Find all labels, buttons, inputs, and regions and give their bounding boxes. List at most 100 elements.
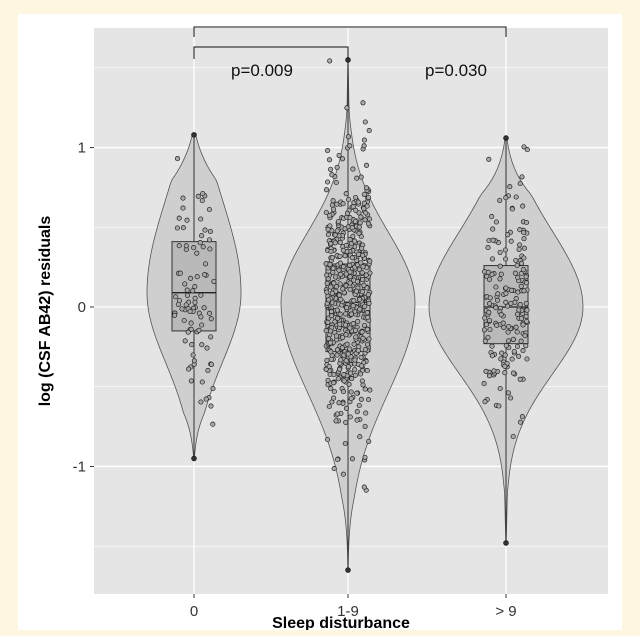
data-point: [515, 274, 521, 281]
data-point: [505, 329, 511, 335]
comparison-bracket: [193, 46, 349, 59]
data-point: [194, 274, 200, 280]
data-point: [523, 300, 529, 306]
data-point: [347, 269, 353, 275]
data-point: [359, 270, 365, 276]
data-point: [191, 358, 197, 364]
data-point: [344, 341, 350, 347]
data-point: [328, 349, 334, 355]
data-point: [503, 290, 509, 296]
data-point: [347, 325, 353, 331]
data-point: [509, 287, 515, 293]
data-point: [360, 100, 366, 106]
data-point: [361, 484, 367, 490]
data-point: [364, 310, 370, 316]
data-point: [199, 342, 205, 348]
data-point: [357, 306, 363, 312]
data-point: [503, 299, 509, 305]
data-point: [354, 390, 360, 396]
data-point: [361, 191, 367, 197]
data-point: [502, 247, 508, 253]
data-point: [523, 313, 529, 319]
data-point: [325, 336, 332, 342]
data-point: [490, 237, 496, 243]
data-point: [366, 194, 372, 200]
data-point: [508, 395, 514, 401]
data-point: [521, 255, 527, 261]
data-point: [362, 303, 368, 309]
data-point: [367, 270, 373, 276]
data-point: [347, 280, 353, 286]
data-point: [340, 389, 347, 395]
data-point: [503, 285, 509, 291]
data-point: [364, 341, 371, 348]
data-point: [358, 214, 364, 220]
data-point: [323, 209, 329, 216]
data-point: [357, 296, 363, 303]
data-point: [335, 315, 341, 321]
data-point: [502, 363, 508, 369]
data-point: [362, 423, 368, 429]
data-point: [173, 294, 179, 300]
data-point: [486, 309, 492, 315]
data-point: [522, 333, 528, 339]
data-point: [176, 297, 183, 304]
data-point: [356, 402, 362, 409]
data-point: [334, 411, 340, 417]
data-point: [323, 328, 329, 334]
data-point: [188, 326, 194, 332]
data-point: [485, 334, 491, 341]
data-point: [333, 418, 339, 424]
data-point: [366, 438, 372, 444]
data-point: [518, 315, 525, 321]
data-point: [503, 343, 509, 349]
data-point: [330, 198, 336, 204]
data-point: [486, 276, 493, 282]
data-point: [338, 357, 344, 363]
data-point: [339, 345, 345, 351]
data-point: [366, 336, 372, 342]
data-point: [358, 371, 364, 377]
data-point: [350, 233, 356, 239]
data-point: [335, 218, 341, 225]
data-point: [352, 372, 358, 378]
data-point: [326, 403, 332, 410]
data-point: [331, 395, 337, 401]
data-point: [516, 246, 522, 252]
data-point: [360, 276, 366, 283]
data-point: [486, 301, 493, 307]
data-point: [498, 271, 504, 277]
data-point: [184, 292, 191, 298]
data-point: [348, 311, 354, 317]
data-point: [328, 386, 334, 392]
data-point: [514, 311, 521, 317]
data-point: [497, 249, 503, 255]
data-point: [487, 326, 493, 333]
data-point: [327, 58, 333, 64]
data-point: [497, 197, 503, 203]
data-point: [514, 262, 520, 269]
data-point: [327, 261, 333, 268]
data-point: [342, 253, 348, 259]
data-point: [329, 290, 335, 296]
data-point: [332, 240, 338, 246]
data-point: [334, 201, 340, 207]
data-point: [362, 454, 368, 460]
data-point: [192, 284, 198, 290]
data-point: [519, 260, 525, 266]
data-point: [352, 367, 358, 373]
jitter-points: [172, 57, 530, 573]
data-point: [337, 239, 343, 246]
data-point: [337, 321, 343, 327]
data-point: [198, 314, 204, 320]
data-point: [331, 372, 337, 378]
data-point: [207, 246, 213, 252]
data-point: [323, 187, 330, 193]
data-point: [194, 250, 200, 256]
data-point: [482, 338, 488, 344]
data-point: [521, 229, 527, 236]
data-point: [507, 184, 513, 190]
data-point: [506, 323, 512, 330]
data-point: [355, 319, 361, 325]
data-point: [185, 329, 191, 335]
